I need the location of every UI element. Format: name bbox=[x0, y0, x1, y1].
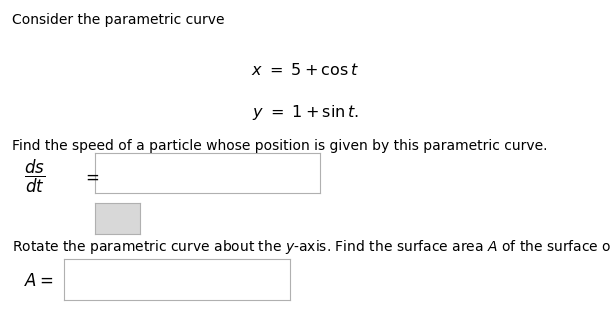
Text: $=$: $=$ bbox=[82, 167, 99, 185]
Text: Rotate the parametric curve about the $y$-axis. Find the surface area $A$ of the: Rotate the parametric curve about the $y… bbox=[12, 238, 610, 256]
Text: Consider the parametric curve: Consider the parametric curve bbox=[12, 13, 224, 27]
Text: $A =$: $A =$ bbox=[24, 272, 54, 290]
Text: $\dfrac{ds}{dt}$: $\dfrac{ds}{dt}$ bbox=[24, 158, 46, 195]
Text: Find the speed of a particle whose position is given by this parametric curve.: Find the speed of a particle whose posit… bbox=[12, 139, 548, 153]
Text: $x \ = \ 5 + \cos t$: $x \ = \ 5 + \cos t$ bbox=[251, 62, 359, 78]
Text: $y \ = \ 1 + \sin t.$: $y \ = \ 1 + \sin t.$ bbox=[251, 103, 359, 122]
